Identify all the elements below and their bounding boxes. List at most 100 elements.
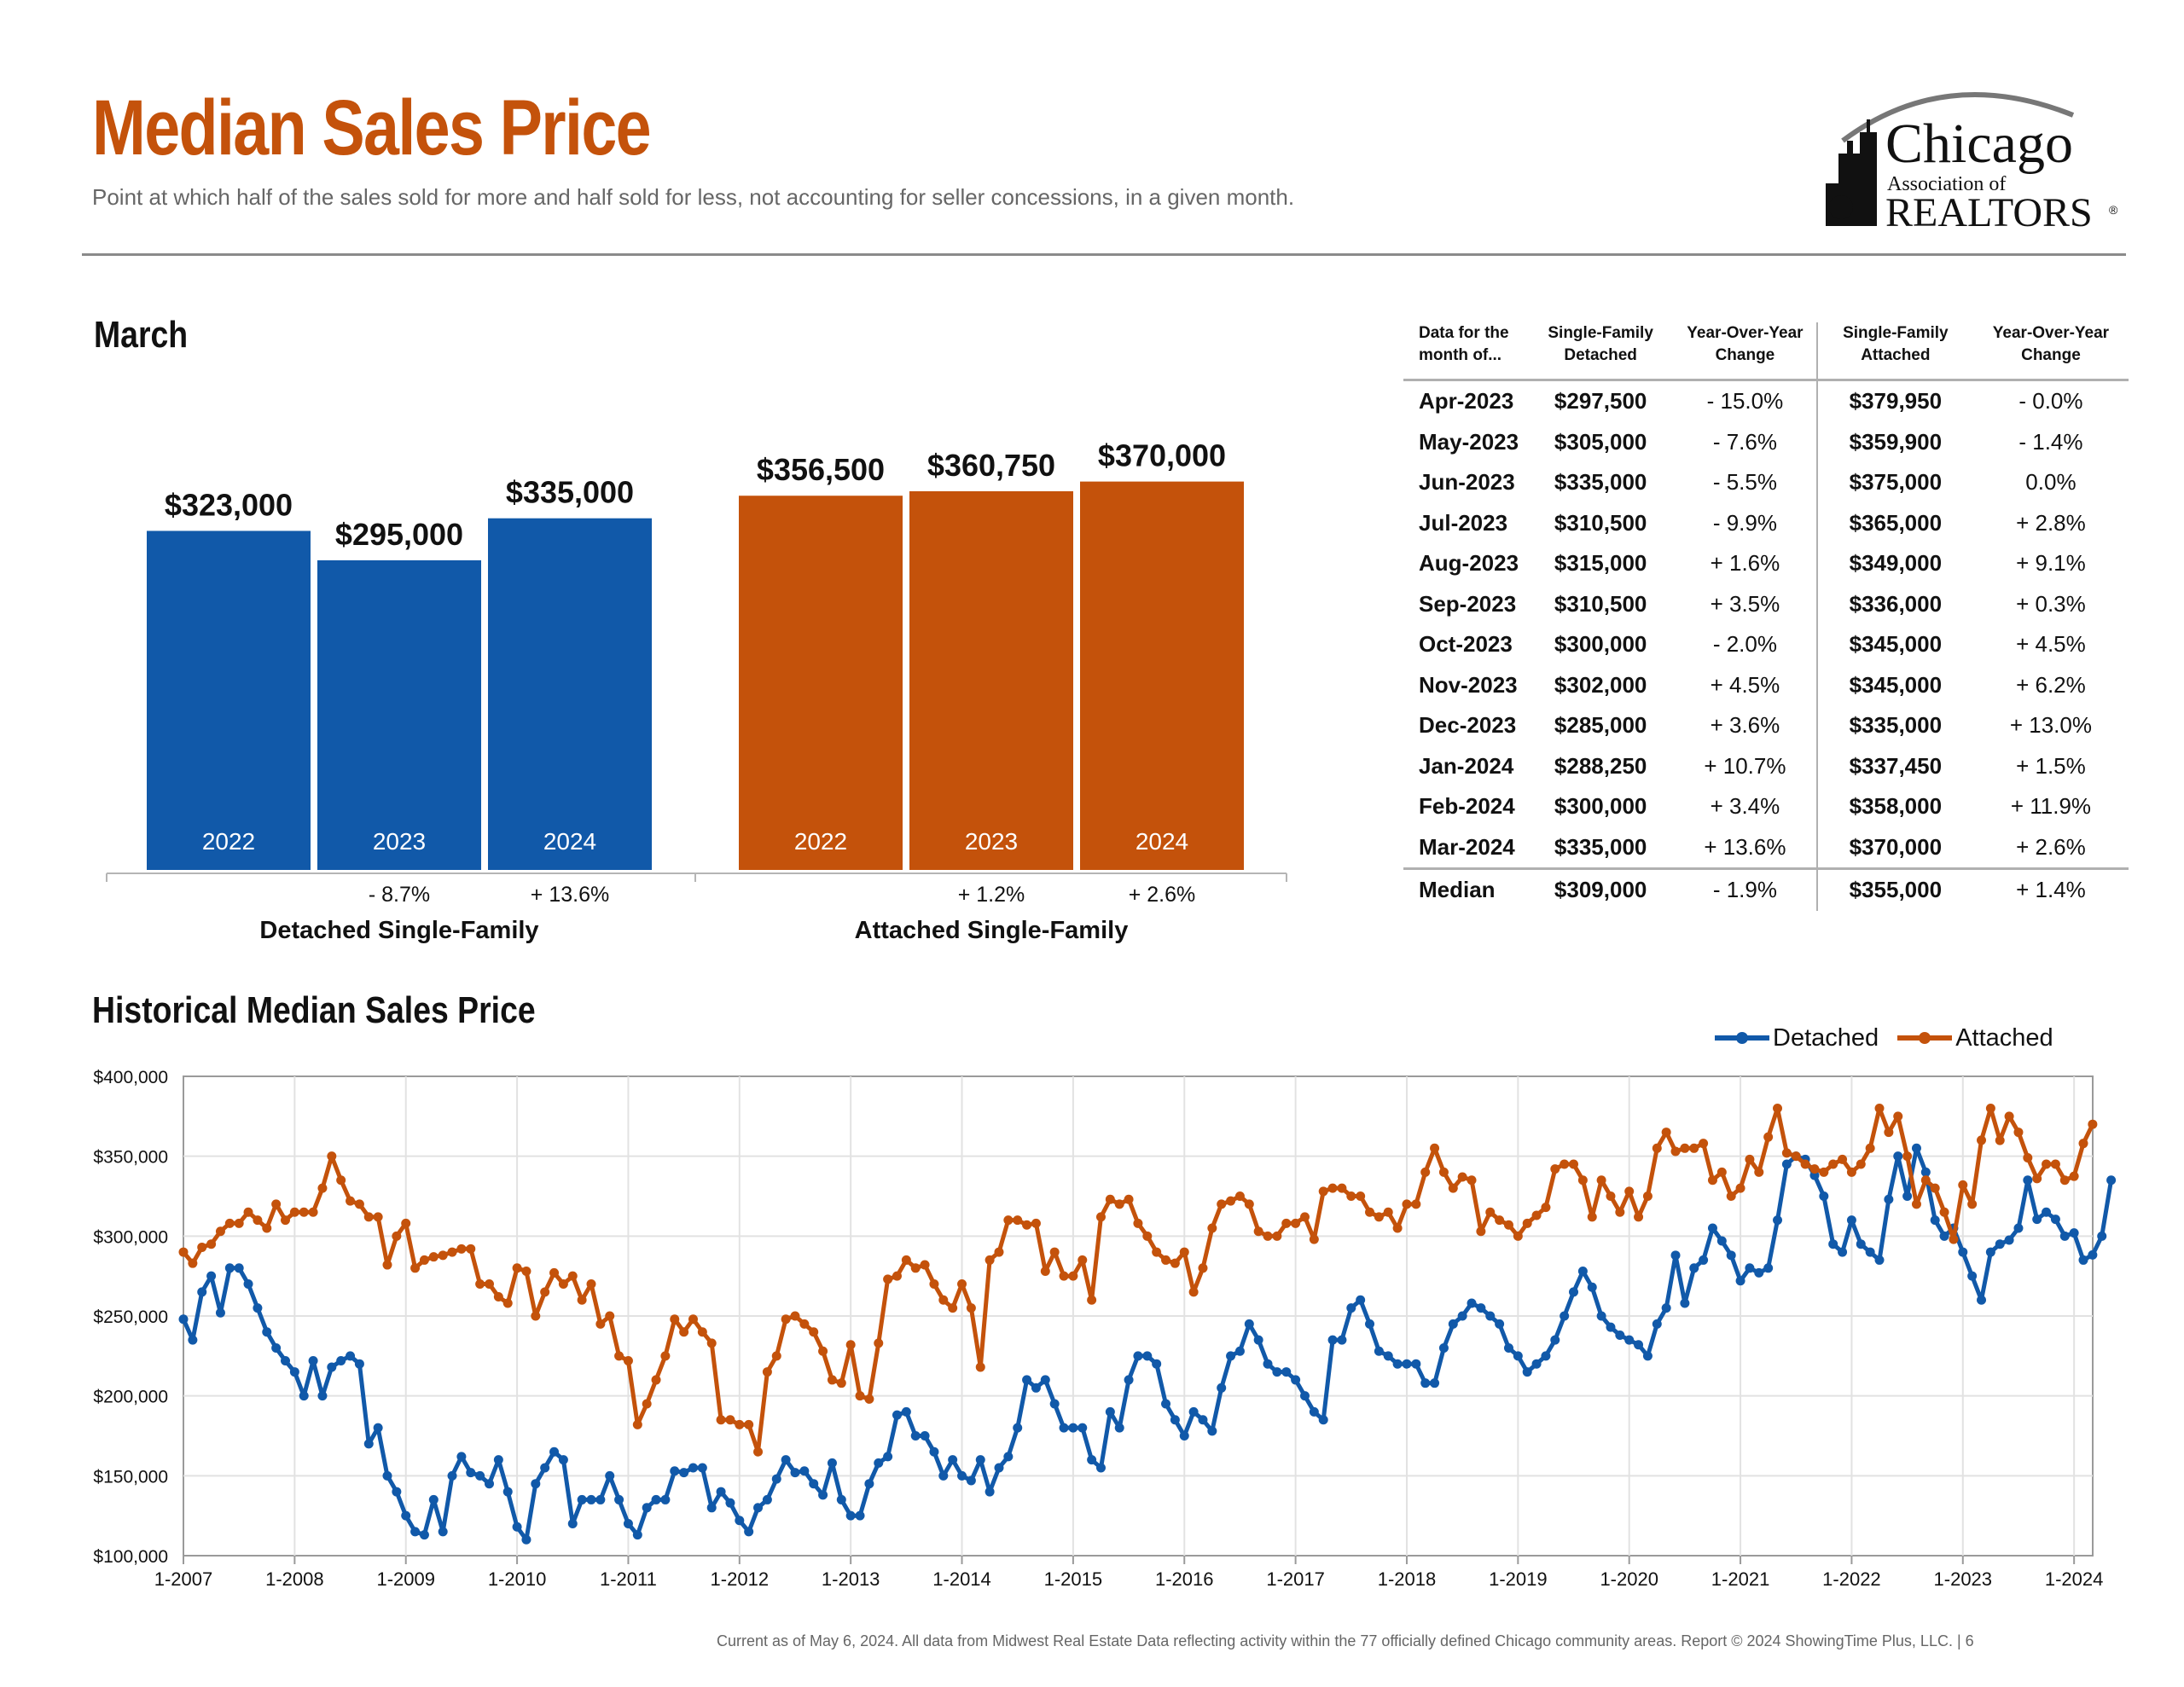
series-point-detached: [1773, 1215, 1783, 1226]
series-point-attached: [1234, 1191, 1245, 1201]
series-point-attached: [1281, 1218, 1292, 1228]
series-point-attached: [410, 1263, 421, 1273]
series-point-attached: [178, 1247, 189, 1257]
month-cell: Feb-2024: [1419, 793, 1515, 820]
series-point-detached: [317, 1391, 328, 1401]
series-point-detached: [271, 1342, 282, 1353]
series-point-attached: [957, 1279, 967, 1290]
series-point-detached: [577, 1494, 587, 1504]
series-point-detached: [1124, 1375, 1134, 1385]
series-point-attached: [2023, 1153, 2033, 1163]
series-point-detached: [1995, 1239, 2005, 1249]
series-point-detached: [1531, 1359, 1542, 1369]
table-row: Oct-2023 $300,000 - 2.0% $345,000 + 4.5%: [1403, 624, 2129, 665]
series-point-attached: [1670, 1146, 1681, 1157]
legend-item-detached: Detached: [1715, 1024, 1879, 1052]
series-point-detached: [2032, 1215, 2042, 1225]
series-point-detached: [1522, 1367, 1532, 1377]
series-point-attached: [1977, 1135, 1987, 1145]
series-point-detached: [1022, 1375, 1032, 1385]
month-cell: Oct-2023: [1419, 631, 1513, 658]
series-point-detached: [1226, 1351, 1236, 1361]
detached-price-cell: $315,000: [1554, 550, 1647, 577]
series-point-detached: [1541, 1351, 1551, 1361]
series-point-detached: [1615, 1330, 1625, 1340]
series-point-detached: [688, 1463, 698, 1473]
month-cell: Mar-2024: [1419, 833, 1515, 860]
x-tick-label: 1-2024: [2045, 1568, 2104, 1590]
bar-1-2024: [1080, 481, 1244, 870]
series-point-attached: [1105, 1194, 1115, 1204]
series-point-attached: [1615, 1207, 1625, 1217]
x-tick-label: 1-2023: [1934, 1568, 1993, 1590]
series-point-attached: [1809, 1164, 1820, 1174]
series-point-detached: [346, 1351, 356, 1361]
month-cell: May-2023: [1419, 428, 1519, 455]
series-point-attached: [1485, 1207, 1496, 1217]
bar-value-label: $356,500: [757, 452, 885, 487]
series-point-detached: [188, 1335, 198, 1345]
bar-value-label: $323,000: [165, 487, 293, 522]
legend-swatch-detached: [1715, 1032, 1769, 1044]
series-point-attached: [679, 1327, 689, 1337]
series-point-detached: [1077, 1423, 1088, 1433]
series-point-attached: [1939, 1207, 1949, 1217]
table-row: Sep-2023 $310,500 + 3.5% $336,000 + 0.3%: [1403, 583, 2129, 624]
series-point-attached: [1142, 1231, 1153, 1241]
series-point-detached: [447, 1470, 457, 1481]
series-point-attached: [744, 1419, 754, 1429]
detached-price-cell: $335,000: [1554, 833, 1647, 860]
series-point-attached: [1161, 1255, 1171, 1265]
series-point-detached: [790, 1468, 800, 1478]
attached-yoy-cell: + 0.3%: [2016, 590, 2086, 617]
series-point-detached: [1865, 1247, 1875, 1257]
attached-price-cell: $345,000: [1849, 631, 1943, 658]
series-point-detached: [1560, 1311, 1570, 1321]
table-row: Feb-2024 $300,000 + 3.4% $358,000 + 11.9%: [1403, 786, 2129, 827]
series-point-attached: [1865, 1143, 1875, 1153]
x-tick-label: 1-2010: [488, 1568, 547, 1590]
series-point-attached: [289, 1207, 299, 1217]
series-point-attached: [1263, 1231, 1273, 1241]
col-detached-yoy-header: Year-Over-Year Change: [1674, 322, 1818, 381]
series-point-detached: [651, 1494, 661, 1504]
series-point-detached: [206, 1271, 217, 1281]
series-point-detached: [1911, 1143, 1921, 1153]
bar-value-label: $295,000: [335, 517, 463, 552]
x-tick-label: 1-2014: [932, 1568, 991, 1590]
series-point-detached: [1819, 1191, 1829, 1201]
series-point-detached: [660, 1494, 671, 1504]
series-point-detached: [289, 1367, 299, 1377]
series-point-attached: [558, 1279, 568, 1290]
series-point-detached: [1318, 1415, 1328, 1425]
series-point-detached: [1874, 1255, 1885, 1265]
series-point-attached: [1874, 1103, 1885, 1113]
series-point-detached: [1930, 1215, 1940, 1226]
series-point-detached: [2013, 1223, 2024, 1233]
series-point-attached: [1124, 1194, 1134, 1204]
series-point-detached: [1642, 1351, 1653, 1361]
series-point-detached: [1587, 1282, 1597, 1292]
series-point-attached: [1995, 1135, 2005, 1145]
series-point-attached: [502, 1298, 513, 1308]
series-point-attached: [1207, 1223, 1217, 1233]
attached-yoy-cell: - 0.0%: [2018, 388, 2083, 415]
series-point-detached: [1884, 1194, 1894, 1204]
series-point-attached: [1448, 1183, 1458, 1193]
table-row: Jan-2024 $288,250 + 10.7% $337,450 + 1.5%: [1403, 745, 2129, 786]
series-point-attached: [197, 1242, 207, 1252]
x-tick-label: 1-2011: [600, 1568, 657, 1590]
series-point-attached: [1707, 1175, 1717, 1186]
series-point-attached: [354, 1199, 364, 1209]
series-point-detached: [623, 1519, 633, 1529]
bar-change-label: + 2.6%: [1129, 883, 1196, 907]
series-point-attached: [1337, 1183, 1347, 1193]
series-point-detached: [2004, 1235, 2014, 1245]
series-point-detached: [1809, 1170, 1820, 1180]
series-point-attached: [1531, 1210, 1542, 1220]
series-point-detached: [966, 1475, 976, 1486]
series-point-detached: [827, 1458, 837, 1468]
series-point-detached: [493, 1455, 503, 1465]
series-point-detached: [1217, 1383, 1227, 1393]
table-row: Jul-2023 $310,500 - 9.9% $365,000 + 2.8%: [1403, 502, 2129, 543]
